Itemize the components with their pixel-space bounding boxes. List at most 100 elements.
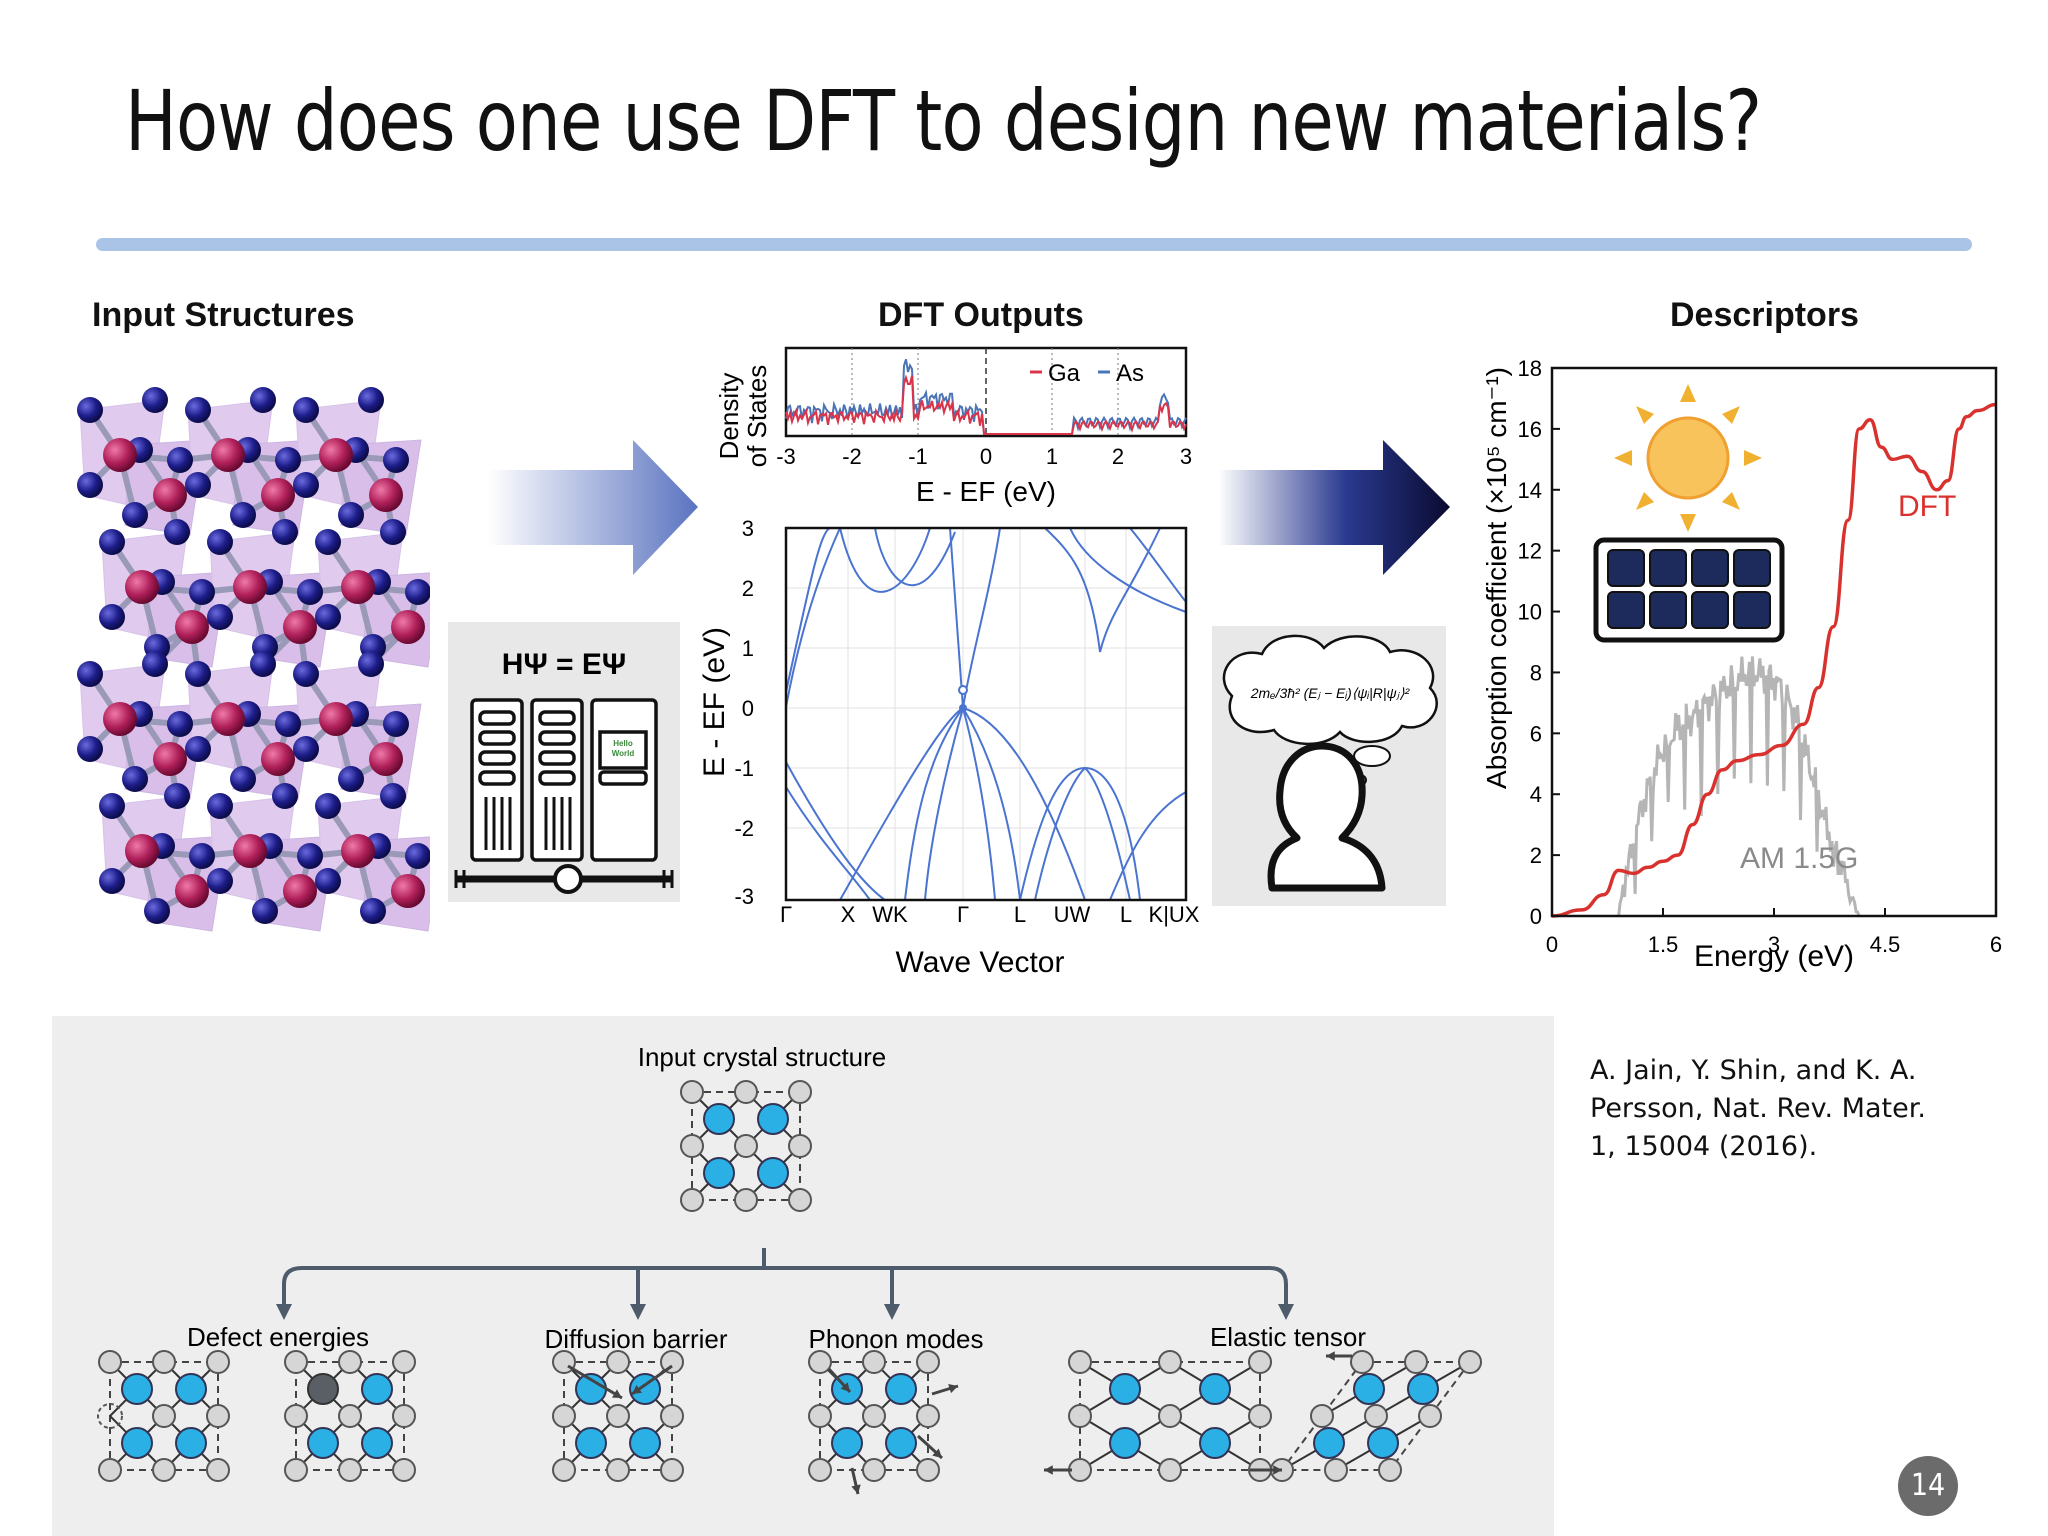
blue-atom [1199,1373,1231,1405]
chart-ytick-label: 12 [1518,539,1542,564]
grey-atom [788,1188,812,1212]
grey-atom [660,1350,684,1374]
lattice-elastic-stretched [1068,1350,1272,1482]
chart-ytick-label: 14 [1518,478,1542,503]
conduction-band-minimum [958,685,968,695]
grey-atom [98,1458,122,1482]
chart-ytick-label: 2 [1530,843,1542,868]
gallium-atom [153,742,187,776]
grey-atom [98,1350,122,1374]
grey-atom [1248,1350,1272,1374]
grey-atom [1364,1404,1388,1428]
computer-illustration: HΨ = EΨ Hello World [448,622,680,902]
lattice-elastic-sheared [1270,1350,1482,1482]
valence-band-maximum [959,704,967,712]
grey-atom [284,1350,308,1374]
arsenic-atom [358,387,384,413]
gallium-atom [233,834,267,868]
gallium-atom [391,610,425,644]
gallium-atom [369,478,403,512]
gallium-atom [103,438,137,472]
blue-atom [1367,1427,1399,1459]
arsenic-atom [185,472,211,498]
citation-line: 1, 15004 (2016). [1590,1131,1818,1162]
dopant-atom [307,1373,339,1405]
grey-atom [1158,1458,1182,1482]
arsenic-atom [293,661,319,687]
slide-title: How does one use DFT to design new mater… [125,72,1762,170]
chart-ytick-label: 8 [1530,660,1542,685]
arsenic-atom [167,447,193,473]
blue-atom [175,1373,207,1405]
band-kpoint: WK [872,902,908,927]
grey-atom [1350,1350,1374,1374]
chart-ytick-label: 10 [1518,600,1542,625]
grey-atom [392,1404,416,1428]
grey-atom [808,1404,832,1428]
blue-atom [1353,1373,1385,1405]
arsenic-atom [142,387,168,413]
branch-label-diffusion: Diffusion barrier [544,1324,727,1354]
grey-atom [734,1080,758,1104]
citation: A. Jain, Y. Shin, and K. A. Persson, Nat… [1590,1052,1926,1166]
grey-atom [1404,1350,1428,1374]
grey-atom [660,1404,684,1428]
blue-atom [575,1427,607,1459]
gallium-atom [125,834,159,868]
arsenic-atom [358,651,384,677]
crystal-structure-image [77,387,430,932]
input-structures-title: Input Structures [92,296,355,334]
chart-ytick-label: 18 [1518,356,1542,381]
chart-ytick-label: 0 [1530,904,1542,929]
displacement-arrows [567,1351,1352,1495]
chart-ytick-label: 16 [1518,417,1542,442]
band-kpoint: L [1120,902,1132,927]
arsenic-atom [275,447,301,473]
sun-icon [1614,384,1762,532]
gallium-atom [261,478,295,512]
band-kpoint: K|UX [1149,902,1200,927]
grey-atom [1458,1350,1482,1374]
grey-atom [1158,1404,1182,1428]
branch-label-phonon: Phonon modes [809,1324,984,1354]
arsenic-atom [297,843,323,869]
arsenic-atom [293,472,319,498]
grey-atom [862,1350,886,1374]
chart-frame [1550,366,1998,918]
arsenic-atom [272,519,298,545]
citation-line: A. Jain, Y. Shin, and K. A. [1590,1055,1917,1086]
gallium-atom [283,874,317,908]
grey-atom [1310,1404,1334,1428]
lattice-diffusion [552,1350,684,1482]
gallium-atom [103,702,137,736]
arsenic-atom [297,579,323,605]
arsenic-atom [185,736,211,762]
gallium-atom [175,874,209,908]
arsenic-atom [185,397,211,423]
band-xlabel: Wave Vector [896,946,1065,979]
gallium-atom [233,570,267,604]
grey-atom [606,1350,630,1374]
arsenic-atom [77,736,103,762]
dos-legend-as: As [1116,360,1144,387]
arsenic-atom [383,711,409,737]
arsenic-atom [144,898,170,924]
arsenic-atom [122,502,148,528]
band-lines [785,527,1187,901]
band-kpoint: Γ [957,902,969,927]
gallium-atom [261,742,295,776]
arsenic-atom [383,447,409,473]
grey-atom [1158,1350,1182,1374]
chart-ylabel: Absorption coefficient (×10⁵ cm⁻¹) [1481,367,1512,789]
grey-atom [284,1404,308,1428]
arsenic-atom [99,604,125,630]
chart-ytick-label: 4 [1530,782,1542,807]
arsenic-atom [77,397,103,423]
gallium-atom [341,834,375,868]
arsenic-atom [405,579,430,605]
dos-legend-ga: Ga [1048,360,1081,387]
lattice-phonon [808,1350,940,1482]
band-ytick: -2 [734,816,754,841]
label-am15g: AM 1.5G [1740,842,1858,875]
grey-atom [392,1350,416,1374]
